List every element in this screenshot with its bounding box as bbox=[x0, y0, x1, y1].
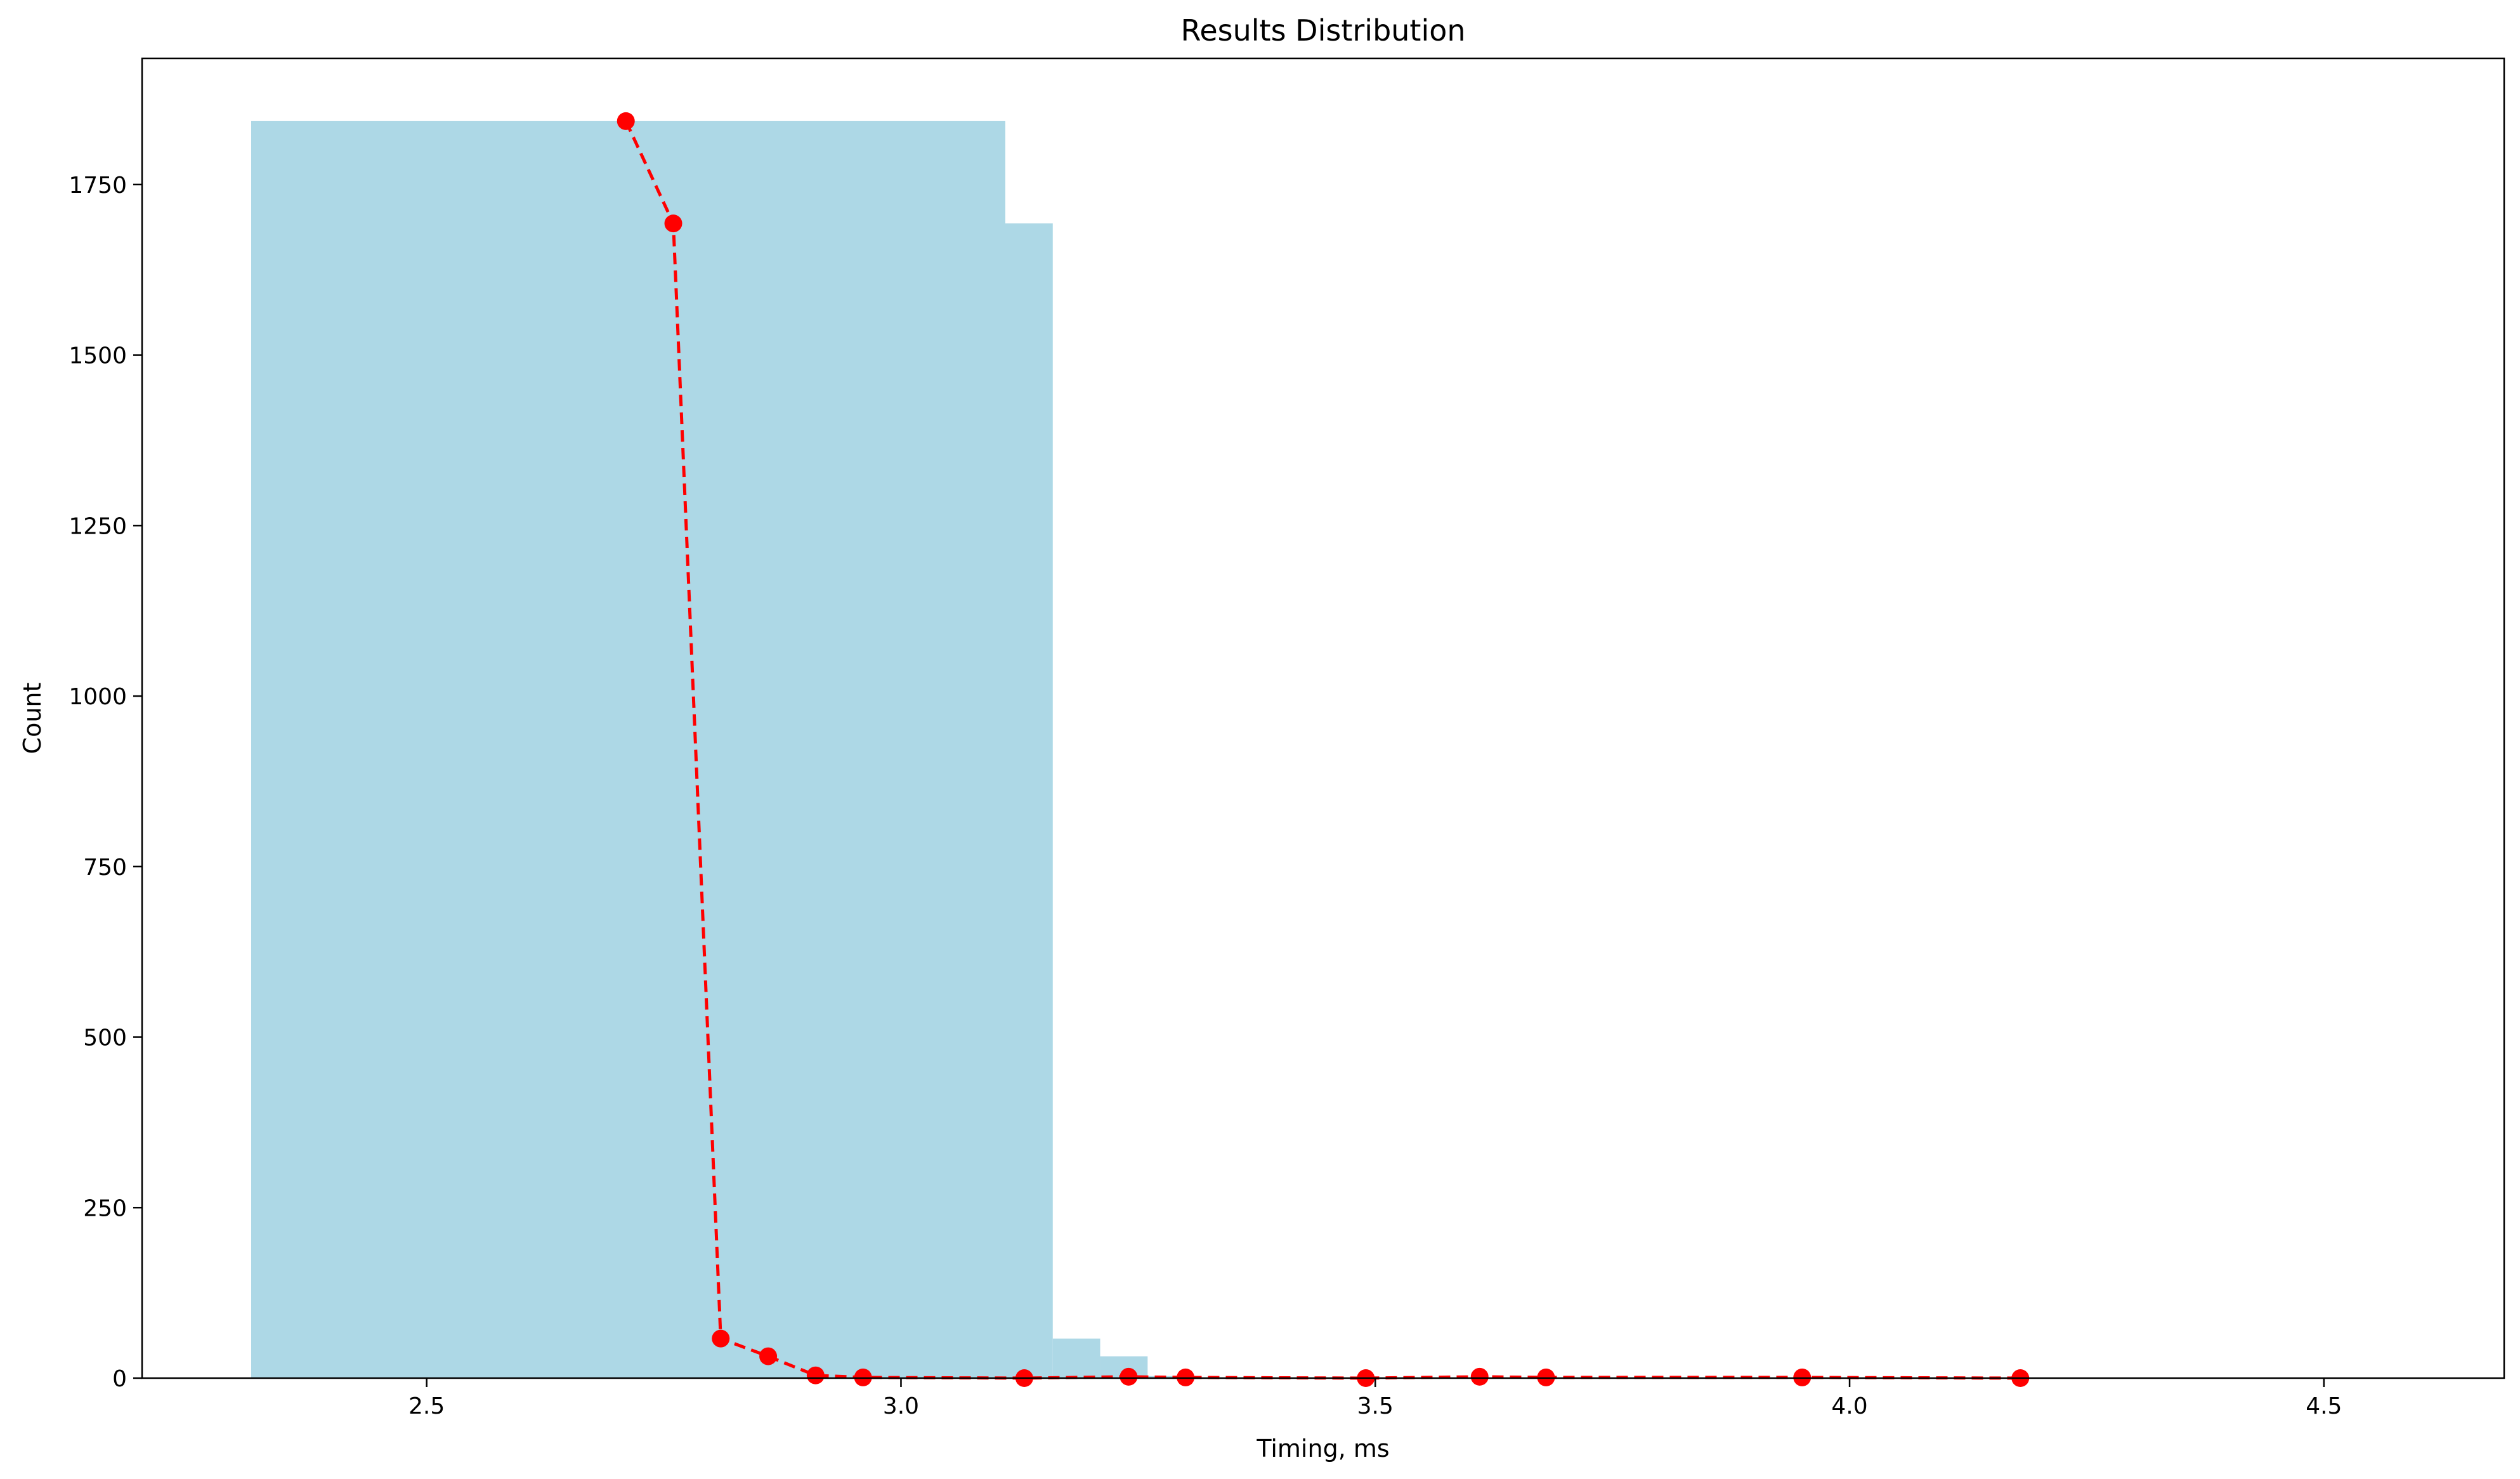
series-point-7 bbox=[1120, 1367, 1138, 1386]
y-tick-label-1: 250 bbox=[83, 1195, 127, 1221]
series-point-1 bbox=[664, 214, 682, 233]
series-point-2 bbox=[712, 1329, 730, 1348]
y-tick-label-5: 1250 bbox=[69, 513, 127, 539]
series-point-4 bbox=[806, 1366, 825, 1384]
y-tick-label-4: 1000 bbox=[69, 684, 127, 710]
x-tick-label-3: 4.0 bbox=[1831, 1393, 1867, 1419]
y-tick-label-7: 1750 bbox=[69, 173, 127, 199]
axis-ticks: 2.5 3.0 3.5 4.0 4.5 0 250 500 750 1000 1250 1500 175… bbox=[69, 173, 2342, 1419]
y-tick-label-0: 0 bbox=[112, 1366, 127, 1392]
series-point-0 bbox=[617, 112, 635, 130]
histogram-bars bbox=[251, 121, 1196, 1379]
x-tick-label-1: 3.0 bbox=[883, 1393, 919, 1419]
y-tick-label-6: 1500 bbox=[69, 343, 127, 369]
histogram-bar-0 bbox=[251, 121, 1005, 1379]
y-tick-label-2: 500 bbox=[83, 1025, 127, 1051]
histogram-bar-4 bbox=[1147, 1376, 1196, 1378]
x-tick-label-4: 4.5 bbox=[2306, 1393, 2342, 1419]
y-tick-label-3: 750 bbox=[83, 855, 127, 881]
histogram-bar-1 bbox=[1005, 223, 1053, 1378]
series-point-3 bbox=[759, 1347, 778, 1365]
series-point-10 bbox=[1470, 1367, 1489, 1386]
x-tick-label-2: 3.5 bbox=[1357, 1393, 1394, 1419]
plot-frame bbox=[141, 57, 2505, 1379]
histogram-bar-2 bbox=[1052, 1338, 1100, 1378]
x-tick-label-0: 2.5 bbox=[408, 1393, 445, 1419]
chart-title: Results Distribution bbox=[1180, 13, 1465, 48]
x-axis-label: Timing, ms bbox=[1256, 1435, 1389, 1463]
y-axis-label: Count bbox=[18, 683, 46, 754]
